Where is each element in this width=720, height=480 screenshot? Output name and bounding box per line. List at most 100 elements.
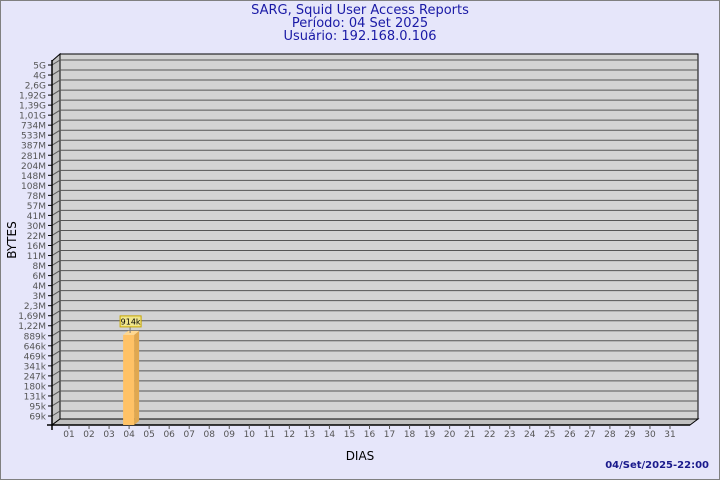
- gridline-side: [51, 79, 61, 86]
- gridline-side: [51, 59, 61, 66]
- gridline-side: [51, 189, 61, 196]
- chart-title: SARG, Squid User Access Reports: [251, 3, 469, 18]
- gridline-side: [51, 380, 61, 387]
- gridline-side: [51, 370, 61, 377]
- y-tick-label: 1,69M: [18, 312, 46, 322]
- x-tick-label: 26: [564, 430, 576, 440]
- y-tick-label: 204M: [21, 162, 46, 172]
- gridline-side: [51, 360, 61, 367]
- y-tick-label: 78M: [27, 192, 46, 202]
- y-tick-label: 469k: [24, 352, 47, 362]
- gridline-side: [51, 129, 61, 136]
- x-tick-label: 04: [123, 430, 135, 440]
- data-label-box: [119, 315, 142, 328]
- gridline-side: [51, 210, 61, 216]
- bar-top: [123, 330, 140, 335]
- bar: [123, 334, 135, 425]
- x-tick-label: 03: [103, 430, 114, 440]
- y-tick-label: 148M: [21, 172, 46, 182]
- y-tick-label: 8M: [33, 262, 47, 272]
- y-tick-label: 16M: [27, 242, 46, 252]
- gridline-side: [51, 270, 61, 277]
- gridline-side: [51, 300, 61, 307]
- gridline-side: [51, 220, 61, 226]
- x-tick-label: 02: [83, 430, 94, 440]
- y-tick-label: 6M: [33, 272, 47, 282]
- y-tick-label: 3M: [33, 292, 47, 302]
- gridline-side: [51, 280, 61, 287]
- y-tick-label: 30M: [27, 222, 46, 232]
- y-tick-label: 5G: [33, 62, 46, 72]
- y-tick-label: 387M: [21, 142, 46, 152]
- y-tick-label: 646k: [24, 342, 47, 352]
- y-axis-label: BYTES: [5, 221, 19, 258]
- y-tick-label: 1,22M: [18, 322, 46, 332]
- y-tick-label: 533M: [21, 132, 46, 142]
- gridline-side: [51, 340, 61, 347]
- x-tick-label: 07: [183, 430, 194, 440]
- y-tick-label: 1,01G: [19, 112, 46, 122]
- x-tick-label: 08: [204, 430, 216, 440]
- y-tick-label: 108M: [21, 182, 46, 192]
- gridline-side: [51, 390, 61, 397]
- data-label: 914k: [121, 317, 141, 326]
- x-tick-label: 20: [444, 430, 456, 440]
- gridline-side: [51, 240, 61, 246]
- gridline-side: [51, 230, 61, 236]
- y-tick-label: 22M: [27, 232, 46, 242]
- chart-subtitle-period: Período: 04 Set 2025: [291, 16, 429, 31]
- y-tick-label: 1,39G: [19, 102, 46, 112]
- gridline-side: [51, 119, 61, 126]
- x-tick-label: 10: [244, 430, 256, 440]
- gridline-side: [51, 250, 61, 256]
- x-tick-label: 18: [404, 430, 416, 440]
- y-tick-label: 4M: [33, 282, 47, 292]
- y-tick-label: 247k: [24, 372, 47, 382]
- gridline-side: [51, 320, 61, 327]
- x-tick-label: 29: [624, 430, 636, 440]
- x-tick-label: 15: [344, 430, 355, 440]
- x-tick-label: 14: [324, 430, 336, 440]
- x-tick-label: 31: [664, 430, 675, 440]
- gridline-side: [51, 410, 61, 417]
- gridline-side: [51, 400, 61, 407]
- x-tick-label: 17: [384, 430, 395, 440]
- y-tick-label: 2,6G: [25, 82, 46, 92]
- gridline-side: [51, 69, 61, 76]
- gridline-side: [51, 169, 61, 176]
- x-tick-label: 25: [544, 430, 555, 440]
- x-tick-label: 19: [424, 430, 436, 440]
- report-timestamp: 04/Set/2025-22:00: [605, 460, 709, 471]
- chart-subtitle-user: Usuário: 192.168.0.106: [283, 29, 437, 44]
- x-tick-label: 23: [504, 430, 515, 440]
- gridline-side: [51, 199, 61, 206]
- x-tick-label: 12: [284, 430, 295, 440]
- x-tick-label: 09: [224, 430, 236, 440]
- gridline-side: [51, 350, 61, 357]
- gridline-side: [51, 260, 61, 266]
- gridline-side: [51, 99, 61, 106]
- y-tick-label: 180k: [24, 382, 47, 392]
- gridline-side: [51, 89, 61, 96]
- x-tick-label: 13: [304, 430, 315, 440]
- bar-side: [134, 330, 140, 425]
- gridline-side: [51, 149, 61, 156]
- x-tick-label: 21: [464, 430, 475, 440]
- gridline-side: [51, 310, 61, 317]
- x-tick-label: 01: [63, 430, 74, 440]
- gridline-side: [51, 179, 61, 186]
- y-tick-label: 41M: [27, 212, 46, 222]
- x-tick-label: 05: [143, 430, 154, 440]
- y-tick-label: 69k: [29, 413, 46, 423]
- y-tick-label: 57M: [27, 202, 46, 212]
- x-tick-label: 24: [524, 430, 536, 440]
- gridline-side: [51, 330, 61, 337]
- gridline-side: [51, 109, 61, 116]
- gridline-side: [51, 290, 61, 297]
- y-tick-label: 889k: [24, 332, 47, 342]
- y-tick-label: 2,3M: [24, 302, 46, 312]
- y-tick-label: 281M: [21, 152, 46, 162]
- gridline-side: [51, 139, 61, 146]
- gridline-side: [51, 159, 61, 166]
- x-axis-label: DIAS: [346, 449, 375, 463]
